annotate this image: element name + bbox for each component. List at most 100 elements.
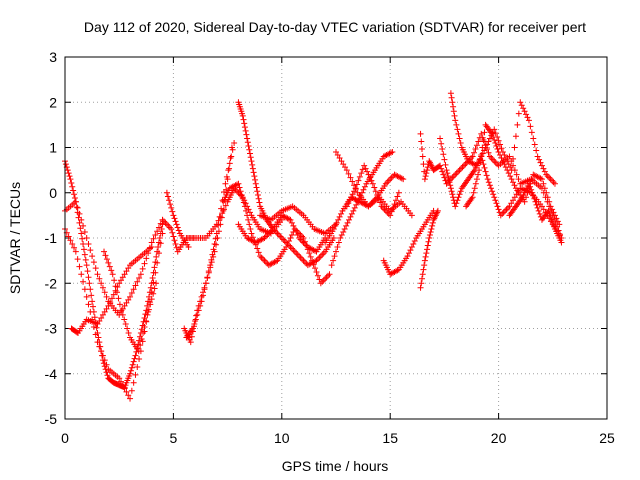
data-point: [288, 245, 295, 252]
data-point: [104, 372, 111, 379]
data-point: [480, 161, 487, 168]
data-point: [353, 201, 360, 208]
data-point: [151, 285, 158, 292]
x-tick-label: 0: [61, 430, 69, 446]
data-point: [229, 146, 236, 153]
data-point: [443, 167, 450, 174]
data-point: [296, 253, 303, 260]
data-point: [518, 102, 525, 109]
data-point: [508, 176, 515, 183]
data-point: [81, 251, 88, 258]
data-point: [290, 247, 297, 254]
data-point: [335, 239, 342, 246]
data-point: [505, 170, 512, 177]
data-point: [155, 224, 162, 231]
data-point: [389, 149, 396, 156]
data-point: [147, 284, 154, 291]
data-point: [455, 168, 462, 175]
data-point: [450, 103, 457, 110]
data-point: [494, 203, 501, 210]
data-point: [204, 274, 211, 281]
data-point: [533, 201, 540, 208]
data-point: [489, 156, 496, 163]
data-point: [225, 167, 232, 174]
data-point: [69, 241, 76, 248]
data-point: [369, 180, 376, 187]
data-point: [85, 301, 92, 308]
data-marks: [62, 90, 565, 402]
data-point: [504, 167, 511, 174]
data-point: [506, 203, 513, 210]
data-point: [189, 325, 196, 332]
data-point: [96, 317, 103, 324]
data-point: [288, 219, 295, 226]
data-point: [252, 176, 259, 183]
data-point: [547, 203, 554, 210]
data-point: [551, 212, 558, 219]
data-point: [300, 257, 307, 264]
series-track-12: [235, 212, 329, 255]
data-point: [486, 182, 493, 189]
data-point: [147, 301, 154, 308]
y-tick-label: -3: [45, 321, 58, 337]
x-axis-label: GPS time / hours: [282, 458, 389, 474]
data-point: [422, 253, 429, 260]
data-point: [116, 301, 123, 308]
data-point: [426, 231, 433, 238]
data-point: [144, 311, 151, 318]
data-point: [284, 241, 291, 248]
data-point: [458, 165, 465, 172]
data-point: [171, 237, 178, 244]
series-track-2: [62, 225, 166, 402]
data-point: [132, 282, 139, 289]
data-point: [99, 284, 106, 291]
data-point: [507, 173, 514, 180]
data-point: [490, 191, 497, 198]
data-point: [427, 228, 434, 235]
data-point: [548, 216, 555, 223]
data-point: [291, 248, 298, 255]
data-point: [200, 292, 207, 299]
data-point: [331, 253, 338, 260]
data-point: [544, 173, 551, 180]
data-point: [532, 198, 539, 205]
data-point: [146, 244, 153, 251]
data-point: [236, 184, 243, 191]
data-point: [394, 193, 401, 200]
data-point: [103, 293, 110, 300]
data-point: [448, 94, 455, 101]
data-point: [358, 170, 365, 177]
data-point: [445, 176, 452, 183]
data-point: [245, 142, 252, 149]
data-point: [296, 235, 303, 241]
data-point: [359, 166, 366, 173]
data-point: [294, 251, 301, 258]
data-point: [226, 160, 233, 167]
data-point: [96, 275, 103, 282]
data-point: [103, 305, 110, 312]
data-point: [187, 339, 194, 346]
data-point: [150, 279, 157, 286]
data-point: [472, 180, 479, 187]
data-point: [447, 90, 454, 97]
data-point: [103, 361, 110, 368]
data-point: [307, 253, 314, 260]
data-point: [192, 317, 199, 324]
data-point: [235, 180, 242, 187]
data-point: [344, 219, 351, 226]
data-point: [228, 153, 235, 160]
data-point: [554, 218, 561, 225]
data-point: [553, 215, 560, 222]
data-point: [356, 173, 363, 180]
data-point: [365, 171, 372, 178]
series-track-4: [62, 198, 166, 318]
data-point: [434, 207, 441, 214]
data-point: [157, 240, 164, 247]
data-point: [144, 302, 151, 309]
series-track-6: [159, 185, 285, 255]
data-point: [239, 112, 246, 119]
data-point: [476, 167, 483, 174]
data-point: [489, 130, 496, 137]
data-point: [425, 238, 432, 245]
data-point: [546, 174, 553, 181]
